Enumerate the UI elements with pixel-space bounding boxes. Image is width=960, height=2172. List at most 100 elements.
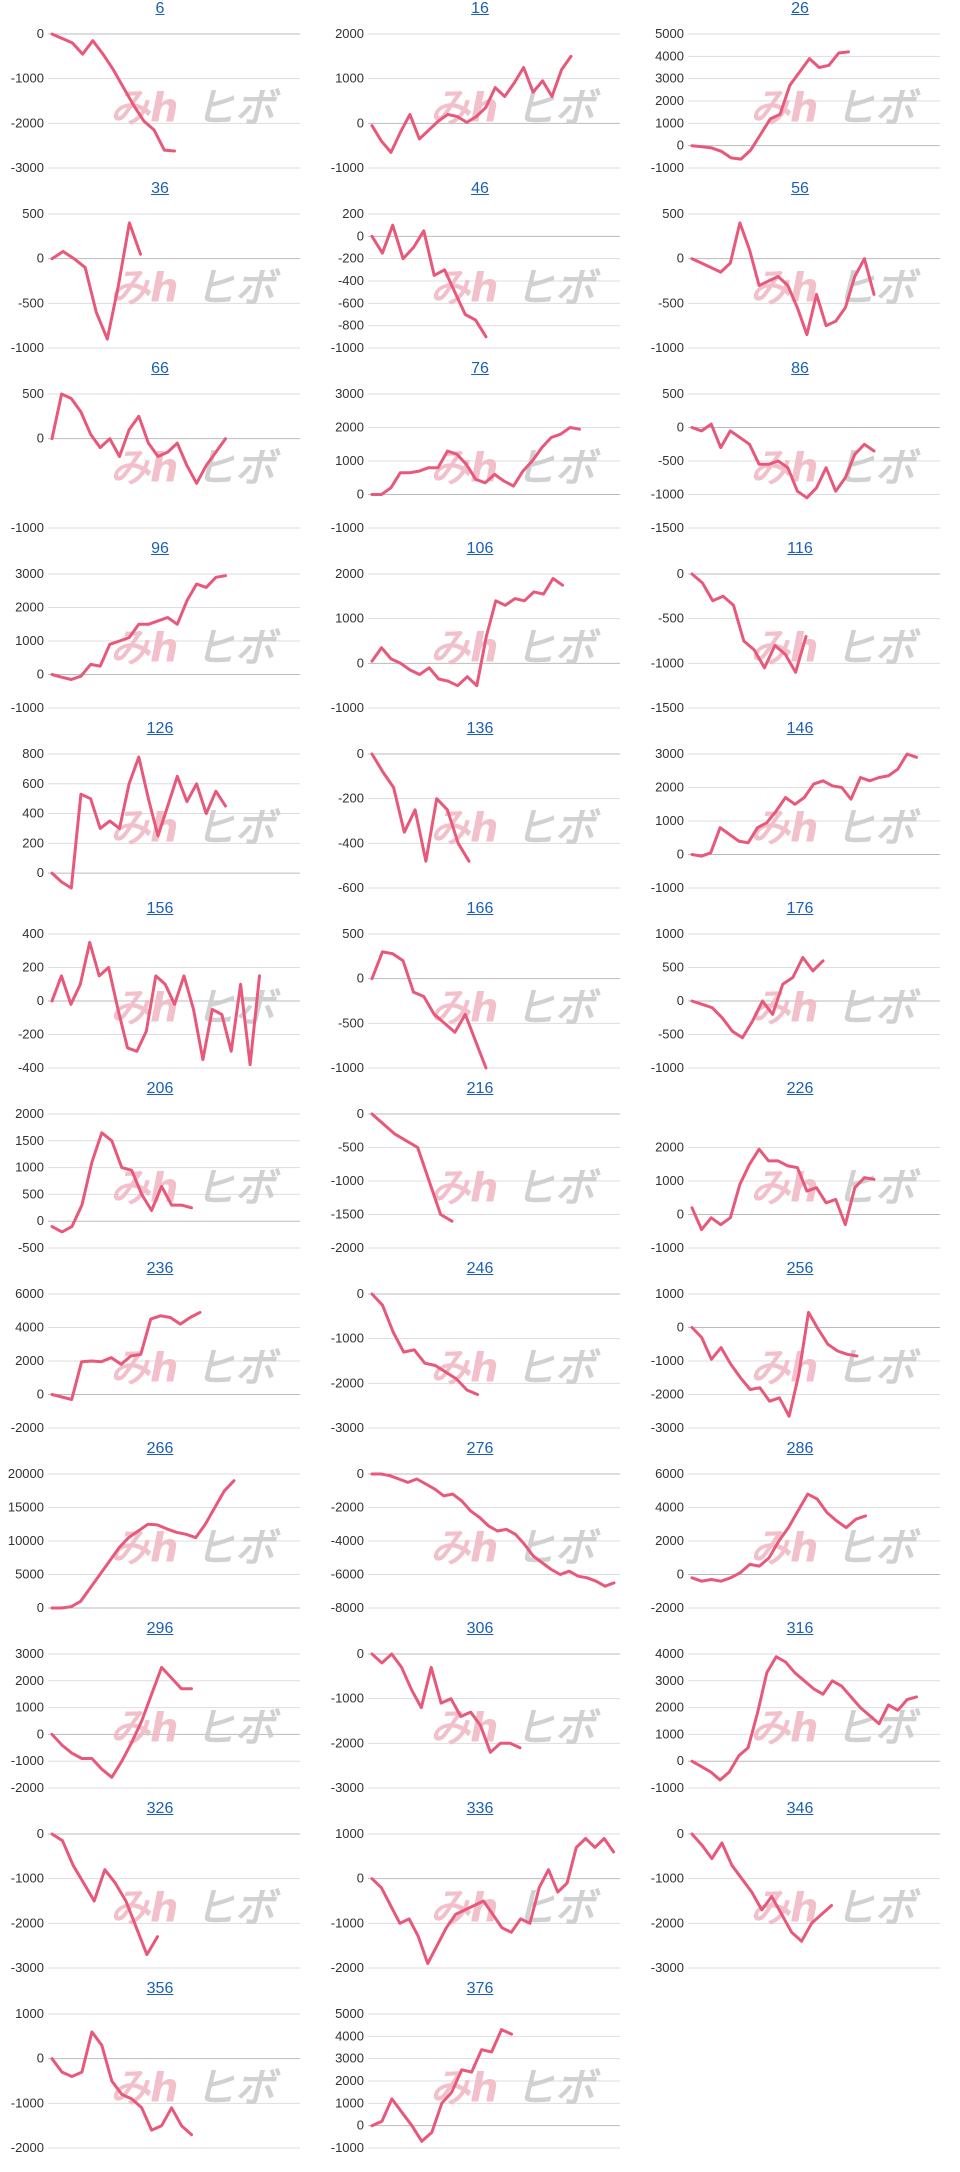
- chart-title-link[interactable]: 36: [151, 180, 169, 197]
- y-tick-label: 20000: [8, 1466, 44, 1481]
- y-tick-label: 2000: [655, 1140, 684, 1155]
- y-tick-label: -2000: [11, 1780, 44, 1795]
- chart-title-link[interactable]: 316: [786, 1620, 814, 1637]
- chart-title-link[interactable]: 26: [791, 0, 809, 17]
- chart-title-link[interactable]: 336: [466, 1800, 494, 1817]
- chart-title-link[interactable]: 286: [786, 1440, 814, 1457]
- series-line: [370, 950, 488, 1070]
- series-line: [690, 572, 808, 674]
- watermark-right: ヒボ: [835, 86, 921, 132]
- y-tick-label: -500: [658, 1027, 684, 1042]
- chart-svg: 4000 3000 2000 1000 0 -1000 みh ヒボ: [651, 1646, 940, 1795]
- chart-title-link[interactable]: 236: [146, 1260, 174, 1277]
- chart-title-link[interactable]: 216: [466, 1080, 494, 1097]
- chart-svg: 500 0 -500 -1000 みh ヒボ: [331, 926, 620, 1075]
- watermark-right: ヒボ: [515, 2066, 601, 2112]
- series-line: [690, 752, 918, 858]
- chart-title-link[interactable]: 356: [146, 1980, 174, 1997]
- chart-title-link[interactable]: 136: [466, 720, 494, 737]
- chart-title-link[interactable]: 166: [466, 900, 494, 917]
- series-line: [370, 54, 573, 154]
- y-tick-label: 1000: [335, 453, 364, 468]
- y-tick-label: -1000: [331, 1915, 364, 1930]
- chart-title-link[interactable]: 56: [791, 180, 809, 197]
- chart-title-link[interactable]: 326: [146, 1800, 174, 1817]
- chart-title-link[interactable]: 306: [466, 1620, 494, 1637]
- y-tick-label: -1500: [651, 520, 684, 535]
- series-line: [690, 1310, 859, 1418]
- watermark-left: みh: [750, 986, 818, 1032]
- chart-title-link[interactable]: 76: [471, 360, 489, 377]
- chart-title-link[interactable]: 156: [146, 900, 174, 917]
- chart-title-link[interactable]: 146: [786, 720, 814, 737]
- y-tick-label: -2000: [11, 2140, 44, 2155]
- y-tick-label: -1000: [651, 340, 684, 355]
- y-tick-label: 1000: [655, 1726, 684, 1741]
- watermark-right: ヒボ: [195, 806, 281, 852]
- watermark-right: ヒボ: [515, 986, 601, 1032]
- chart-246: 246 0 -1000 -2000 -3000 みh ヒボ: [320, 1260, 640, 1440]
- chart-title-link[interactable]: 46: [471, 180, 489, 197]
- chart-126: 126 800 600 400 200 0 みh ヒボ: [0, 720, 320, 900]
- chart-svg: 5000 4000 3000 2000 1000 0 -1000 みh ヒボ: [651, 26, 940, 175]
- chart-title-link[interactable]: 266: [146, 1440, 174, 1457]
- chart-title-link[interactable]: 296: [146, 1620, 174, 1637]
- y-tick-label: -2000: [11, 1915, 44, 1930]
- chart-title-link[interactable]: 66: [151, 360, 169, 377]
- chart-326: 326 0 -1000 -2000 -3000 みh ヒボ: [0, 1800, 320, 1980]
- chart-title-link[interactable]: 246: [466, 1260, 494, 1277]
- chart-title-link[interactable]: 206: [146, 1080, 174, 1097]
- watermark-left: みh: [110, 1526, 178, 1572]
- chart-title-link[interactable]: 6: [155, 0, 165, 17]
- watermark-left: みh: [110, 1166, 178, 1212]
- chart-276: 276 0 -2000 -4000 -6000 -8000 みh ヒボ: [320, 1440, 640, 1620]
- chart-title-link[interactable]: 256: [786, 1260, 814, 1277]
- chart-156: 156 400 200 0 -200 -400 みh ヒボ: [0, 900, 320, 1080]
- chart-title-link[interactable]: 106: [466, 540, 494, 557]
- chart-356: 356 1000 0 -1000 -2000 みh ヒボ: [0, 1980, 320, 2160]
- y-tick-label: 1000: [655, 813, 684, 828]
- y-tick-label: -6000: [331, 1567, 364, 1582]
- y-tick-label: 0: [357, 1106, 364, 1121]
- y-tick-label: 200: [22, 960, 44, 975]
- chart-title-link[interactable]: 276: [466, 1440, 494, 1457]
- y-tick-label: 0: [37, 431, 44, 446]
- y-tick-label: 0: [357, 1286, 364, 1301]
- y-tick-label: -1000: [651, 487, 684, 502]
- y-tick-label: 3000: [335, 386, 364, 401]
- chart-title-link[interactable]: 176: [786, 900, 814, 917]
- y-tick-label: -600: [338, 295, 364, 310]
- chart-svg: 6000 4000 2000 0 -2000 みh ヒボ: [11, 1286, 300, 1435]
- chart-svg: 2000 1500 1000 500 0 -500 みh ヒボ: [15, 1106, 300, 1255]
- y-tick-label: 0: [37, 1726, 44, 1741]
- chart-title-link[interactable]: 96: [151, 540, 169, 557]
- chart-266: 266 20000 15000 10000 5000 0 みh ヒボ: [0, 1440, 320, 1620]
- y-tick-label: 0: [37, 1213, 44, 1228]
- y-tick-label: 400: [22, 926, 44, 941]
- chart-title-link[interactable]: 126: [146, 720, 174, 737]
- y-tick-label: 200: [22, 835, 44, 850]
- chart-title-link[interactable]: 86: [791, 360, 809, 377]
- chart-title-link[interactable]: 226: [786, 1080, 814, 1097]
- watermark-right: ヒボ: [515, 1166, 601, 1212]
- chart-title-link[interactable]: 16: [471, 0, 489, 17]
- y-tick-label: -1000: [651, 1353, 684, 1368]
- y-tick-label: 3000: [655, 1673, 684, 1688]
- y-tick-label: 1500: [15, 1133, 44, 1148]
- y-tick-label: 2000: [335, 420, 364, 435]
- chart-title-link[interactable]: 346: [786, 1800, 814, 1817]
- series-line: [50, 1479, 236, 1610]
- y-tick-label: -1000: [331, 700, 364, 715]
- chart-title-link[interactable]: 376: [466, 1980, 494, 1997]
- chart-title-link[interactable]: 116: [787, 540, 813, 557]
- watermark-right: ヒボ: [195, 1346, 281, 1392]
- series-line: [370, 1652, 522, 1754]
- series-line: [50, 940, 261, 1067]
- y-tick-label: 0: [357, 1871, 364, 1886]
